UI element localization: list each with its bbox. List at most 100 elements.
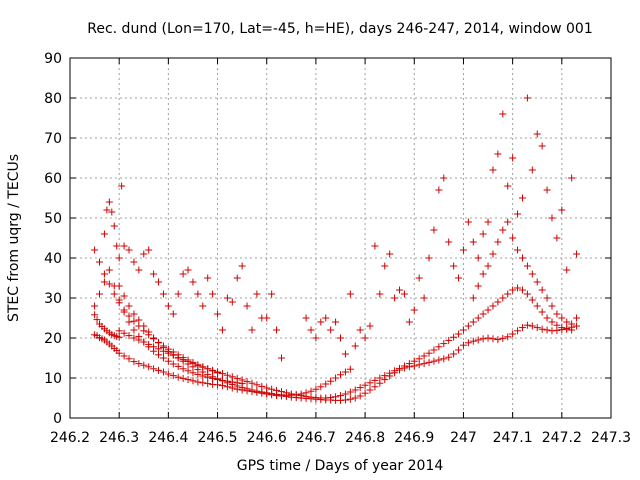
data-point — [518, 194, 526, 202]
data-point — [194, 378, 202, 386]
data-point — [371, 376, 379, 384]
data-point — [140, 338, 148, 346]
data-point — [430, 226, 438, 234]
data-point — [155, 278, 163, 286]
data-point — [199, 372, 207, 380]
data-point — [337, 392, 344, 400]
data-point — [113, 242, 121, 250]
data-point — [391, 367, 399, 375]
data-point — [538, 142, 546, 150]
data-point — [381, 262, 389, 270]
data-point — [558, 324, 566, 332]
data-point — [445, 336, 453, 344]
data-point — [184, 266, 192, 274]
data-point — [494, 150, 502, 158]
data-point — [228, 298, 236, 306]
data-point — [489, 166, 497, 174]
data-point — [105, 280, 113, 288]
data-point — [140, 327, 148, 335]
data-point — [474, 336, 482, 344]
data-point — [464, 322, 472, 330]
data-point — [223, 377, 231, 385]
data-point — [292, 391, 300, 399]
data-point — [450, 350, 458, 358]
x-tick-label-11: 247.3 — [591, 430, 631, 446]
data-point — [218, 326, 226, 334]
data-point — [573, 322, 581, 330]
data-point — [523, 321, 531, 329]
data-point — [248, 326, 256, 334]
data-point — [120, 329, 128, 337]
data-point — [469, 318, 477, 326]
data-point — [125, 355, 133, 363]
data-point — [455, 346, 463, 354]
data-point — [523, 262, 531, 270]
data-point — [415, 361, 423, 369]
data-point — [337, 371, 344, 379]
data-point — [164, 357, 172, 365]
data-point — [563, 266, 571, 274]
data-point — [120, 292, 128, 300]
data-point — [459, 341, 467, 349]
data-point — [253, 290, 261, 298]
data-point — [381, 372, 389, 380]
data-point — [115, 327, 123, 335]
data-point — [523, 290, 531, 298]
data-point — [164, 370, 172, 378]
data-point — [238, 380, 246, 388]
data-point — [514, 246, 522, 254]
data-point — [435, 356, 443, 364]
data-point — [332, 374, 340, 382]
data-point — [248, 379, 256, 387]
data-point — [108, 208, 116, 216]
data-point — [346, 365, 354, 373]
data-point — [115, 333, 123, 341]
data-point — [189, 278, 197, 286]
plot-frame — [69, 57, 612, 419]
data-point — [155, 351, 163, 359]
data-point — [204, 274, 212, 282]
data-point — [425, 254, 433, 262]
data-point — [518, 254, 526, 262]
data-point — [253, 387, 261, 395]
data-point — [277, 354, 285, 362]
data-point — [479, 270, 487, 278]
data-point — [302, 389, 310, 397]
data-point — [150, 365, 158, 373]
data-point — [573, 250, 581, 258]
data-point — [346, 290, 354, 298]
data-point — [366, 379, 374, 387]
data-point — [509, 330, 517, 338]
data-point — [140, 361, 148, 369]
data-point — [155, 366, 163, 374]
data-point — [341, 390, 349, 398]
data-point — [464, 339, 472, 347]
data-point — [558, 314, 566, 322]
data-point — [371, 383, 379, 391]
data-point — [218, 376, 226, 384]
x-tick-label-8: 247 — [450, 430, 477, 446]
data-point — [120, 352, 128, 360]
data-point — [440, 340, 448, 348]
data-point — [91, 311, 99, 319]
data-point — [366, 322, 374, 330]
data-point — [223, 371, 231, 379]
data-point — [130, 334, 138, 342]
x-tick-label-9: 247.1 — [493, 430, 533, 446]
data-point — [199, 363, 207, 371]
data-point — [361, 389, 369, 397]
data-point — [179, 270, 187, 278]
data-point — [533, 302, 541, 310]
data-point — [440, 174, 448, 182]
data-point — [371, 242, 379, 250]
data-point — [346, 395, 354, 403]
data-point — [317, 383, 325, 391]
data-point — [174, 351, 182, 359]
data-point — [356, 326, 364, 334]
axis-ticks: 246.2 246.3 246.4 246.5 246.6 246.7 246.8 246.9… — [44, 51, 631, 446]
data-point — [327, 377, 335, 385]
data-point — [174, 362, 182, 370]
data-point — [120, 306, 128, 314]
data-point — [150, 347, 158, 355]
data-point — [543, 186, 551, 194]
